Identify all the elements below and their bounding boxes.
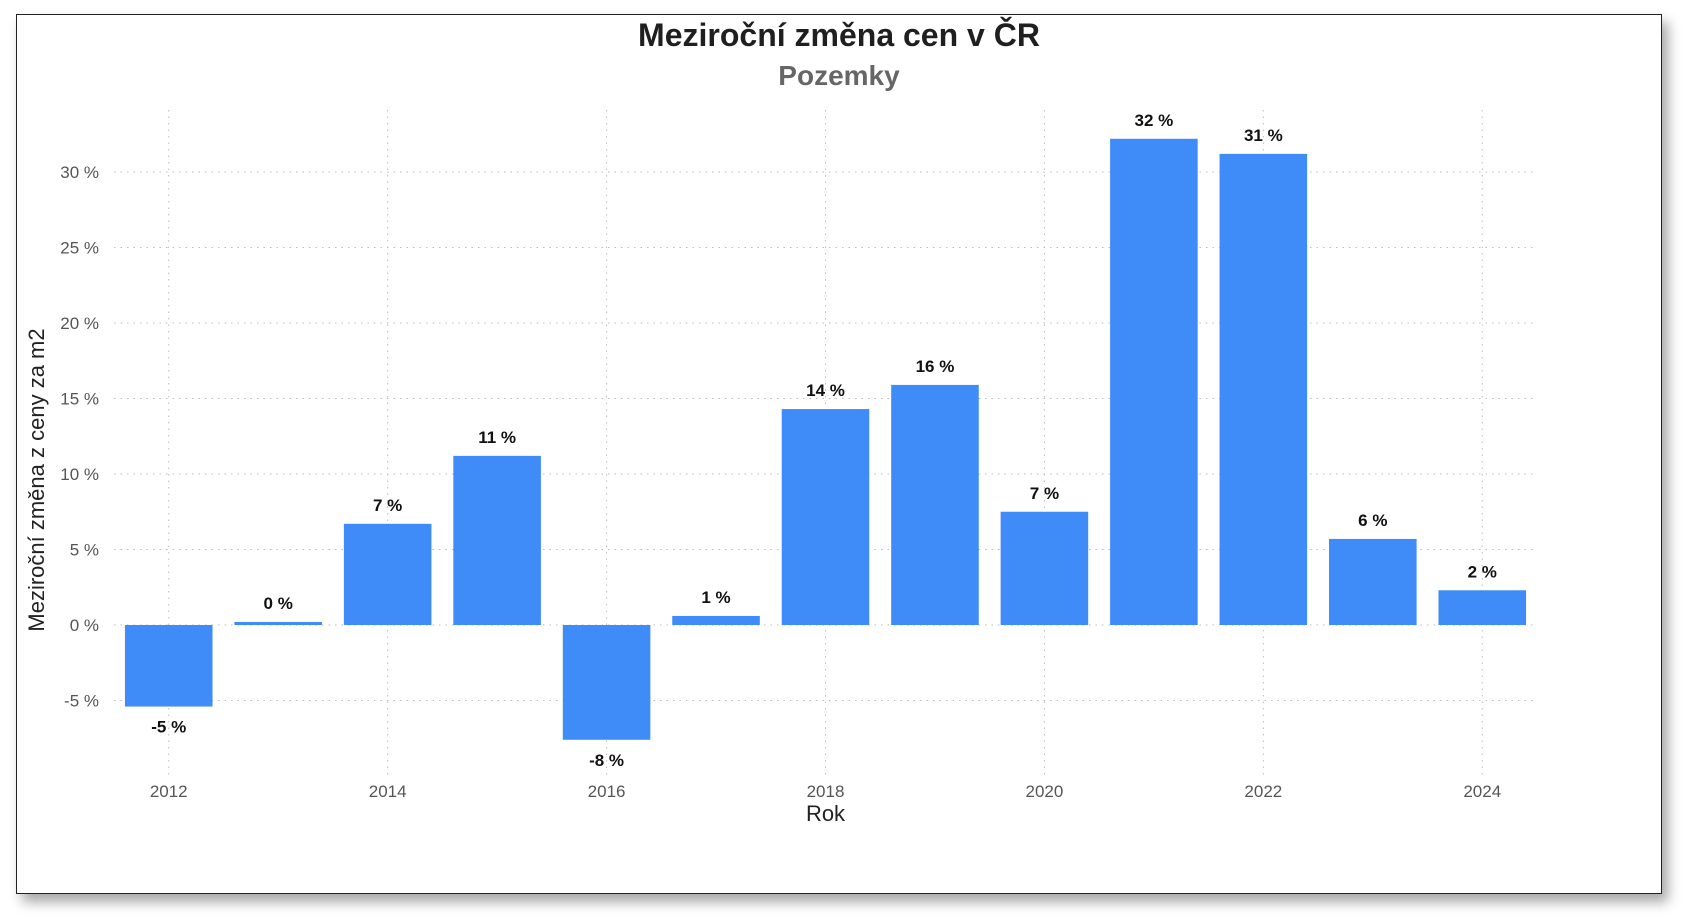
data-labels: -5 % 0 % 7 % 11 % -8 % 1 % 14 % 16 % 7 % 32 % 31 %… — [151, 111, 1497, 770]
y-tick-label: 10 % — [60, 465, 99, 484]
data-label: 16 % — [916, 357, 955, 376]
y-tick-label: 0 % — [70, 616, 99, 635]
bar-chart: -5 %0 %5 %10 %15 %20 %25 %30 % 2012 2014 2… — [24, 110, 1537, 826]
bar — [1000, 511, 1089, 625]
bars — [124, 138, 1527, 740]
data-label: 14 % — [806, 381, 845, 400]
data-label: 31 % — [1244, 126, 1283, 145]
chart-title: Meziroční změna cen v ČR — [638, 17, 1040, 53]
bar — [1329, 538, 1417, 625]
data-label: 1 % — [701, 588, 730, 607]
data-label: 32 % — [1135, 111, 1174, 130]
bar — [343, 523, 432, 625]
x-tick-label: 2012 — [150, 782, 188, 801]
x-tick-label: 2024 — [1463, 782, 1501, 801]
chart-subtitle: Pozemky — [778, 60, 900, 91]
data-label: 7 % — [1030, 484, 1059, 503]
bar — [124, 625, 213, 707]
bar — [672, 615, 760, 625]
x-tick-label: 2018 — [807, 782, 845, 801]
bar — [891, 384, 979, 625]
bar — [234, 621, 322, 625]
x-tick-label: 2014 — [369, 782, 407, 801]
data-label: -5 % — [151, 718, 186, 737]
data-label: 6 % — [1358, 511, 1387, 530]
x-axis-title: Rok — [806, 801, 846, 826]
data-label: -8 % — [589, 751, 624, 770]
data-label: 7 % — [373, 496, 402, 515]
y-axis-title: Meziroční změna z ceny za m2 — [24, 328, 49, 631]
y-tick-label: 20 % — [60, 314, 99, 333]
x-axis-ticks: 2012 2014 2016 2018 2020 2022 2024 — [150, 782, 1501, 801]
bar — [1438, 590, 1527, 625]
y-tick-label: -5 % — [64, 692, 99, 711]
y-tick-label: 30 % — [60, 163, 99, 182]
bar — [781, 409, 870, 625]
y-axis-ticks: -5 % 0 % 5 % 10 % 15 % 20 % 25 % 30 % — [60, 163, 99, 711]
data-label: 11 % — [478, 428, 516, 447]
x-tick-label: 2016 — [588, 782, 626, 801]
y-tick-label: 15 % — [60, 390, 99, 409]
y-tick-label: 25 % — [60, 239, 99, 258]
data-label: 2 % — [1468, 562, 1497, 581]
bar — [562, 625, 651, 740]
bar — [1219, 153, 1308, 625]
bar — [453, 455, 541, 625]
x-tick-label: 2022 — [1244, 782, 1282, 801]
x-tick-label: 2020 — [1026, 782, 1064, 801]
data-label: 0 % — [264, 594, 293, 613]
chart-frame: Meziroční změna cen v ČR Pozemky -5 % 0 %… — [16, 14, 1662, 894]
y-tick-label: 5 % — [70, 541, 99, 560]
bar — [1110, 138, 1198, 625]
